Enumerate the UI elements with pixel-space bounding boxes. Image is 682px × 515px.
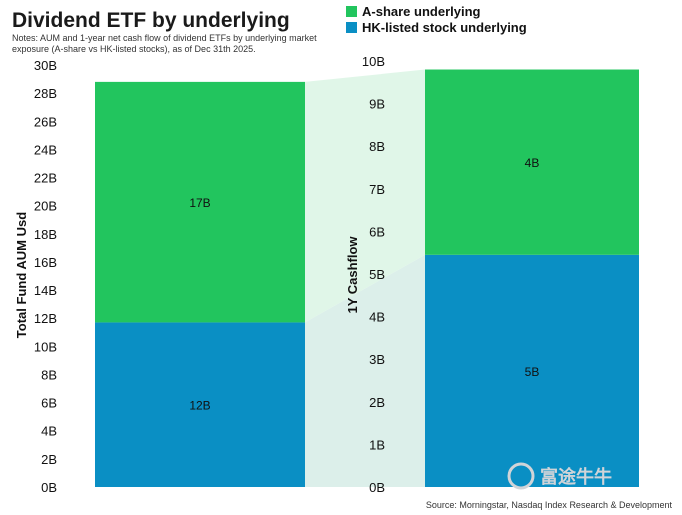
aum-y-tick-22b: 22B bbox=[34, 171, 57, 186]
cashflow-bar-a-share bbox=[425, 69, 639, 255]
aum-y-tick-30b: 30B bbox=[34, 58, 57, 73]
cashflow-y-tick-3b: 3B bbox=[369, 352, 385, 367]
source-note: Source: Morningstar, Nasdaq Index Resear… bbox=[426, 500, 673, 510]
cashflow-y-tick-5b: 5B bbox=[369, 267, 385, 282]
aum-y-tick-2b: 2B bbox=[41, 452, 57, 467]
aum-chart: 0B 2B 4B 6B 8B 10B 12B 14B 16B 18B 20B 22B 24B 26B 28B… bbox=[14, 58, 305, 495]
aum-y-tick-0b: 0B bbox=[41, 480, 57, 495]
legend: A-share underlying HK-listed stock under… bbox=[346, 4, 527, 35]
watermark: 富途牛牛 bbox=[507, 462, 612, 490]
aum-bar-hk-listed bbox=[95, 322, 305, 487]
legend-label-hk-listed: HK-listed stock underlying bbox=[362, 20, 527, 35]
aum-y-tick-28b: 28B bbox=[34, 86, 57, 101]
cashflow-y-tick-8b: 8B bbox=[369, 139, 385, 154]
aum-y-axis-ticks: 0B 2B 4B 6B 8B 10B 12B 14B 16B 18B 20B 22B 24B 26B 28B… bbox=[34, 58, 57, 495]
connector-band-hk-listed bbox=[305, 254, 425, 487]
cashflow-bar-a-share-label: 4B bbox=[525, 156, 540, 170]
cashflow-y-axis-label: 1Y Cashflow bbox=[345, 236, 360, 314]
watermark-logo-icon bbox=[507, 462, 535, 490]
aum-y-tick-24b: 24B bbox=[34, 142, 57, 157]
chart-title: Dividend ETF by underlying bbox=[12, 9, 290, 32]
cashflow-y-tick-7b: 7B bbox=[369, 182, 385, 197]
watermark-text: 富途牛牛 bbox=[540, 466, 612, 487]
cashflow-bar-hk-listed-label: 5B bbox=[525, 365, 540, 379]
cashflow-y-tick-9b: 9B bbox=[369, 97, 385, 112]
aum-y-tick-6b: 6B bbox=[41, 396, 57, 411]
aum-y-tick-10b: 10B bbox=[34, 339, 57, 354]
aum-bar-a-share bbox=[95, 81, 305, 323]
cashflow-y-tick-4b: 4B bbox=[369, 310, 385, 325]
cashflow-y-tick-6b: 6B bbox=[369, 224, 385, 239]
aum-bar-hk-listed-label: 12B bbox=[189, 399, 210, 413]
aum-y-tick-4b: 4B bbox=[41, 424, 57, 439]
legend-label-a-share: A-share underlying bbox=[362, 4, 481, 19]
cashflow-y-tick-2b: 2B bbox=[369, 395, 385, 410]
aum-y-tick-16b: 16B bbox=[34, 255, 57, 270]
cashflow-bars: 5B 4B bbox=[425, 69, 639, 487]
cashflow-y-tick-10b: 10B bbox=[362, 54, 385, 69]
chart-notes-line-1: Notes: AUM and 1-year net cash flow of d… bbox=[12, 33, 317, 43]
aum-y-tick-20b: 20B bbox=[34, 199, 57, 214]
legend-swatch-a-share bbox=[346, 6, 357, 17]
connector-band-a-share bbox=[305, 69, 425, 323]
aum-y-tick-14b: 14B bbox=[34, 283, 57, 298]
cashflow-chart: 0B 1B 2B 3B 4B 5B 6B 7B 8B 9B 10B 5B 4B 1Y Cashflow bbox=[345, 54, 639, 495]
aum-y-tick-12b: 12B bbox=[34, 311, 57, 326]
cashflow-y-tick-1b: 1B bbox=[369, 437, 385, 452]
cashflow-y-tick-0b: 0B bbox=[369, 480, 385, 495]
aum-bars: 12B 17B bbox=[95, 81, 305, 487]
connector-bands bbox=[305, 69, 425, 487]
legend-swatch-hk-listed bbox=[346, 22, 357, 33]
cashflow-bar-hk-listed bbox=[425, 254, 639, 487]
aum-bar-a-share-label: 17B bbox=[189, 196, 210, 210]
aum-y-tick-26b: 26B bbox=[34, 114, 57, 129]
aum-y-tick-18b: 18B bbox=[34, 227, 57, 242]
aum-y-tick-8b: 8B bbox=[41, 367, 57, 382]
aum-y-axis-label: Total Fund AUM Usd bbox=[14, 212, 29, 338]
chart-notes-line-2: exposure (A-share vs HK-listed stocks), … bbox=[12, 44, 256, 54]
cashflow-y-axis-ticks: 0B 1B 2B 3B 4B 5B 6B 7B 8B 9B 10B bbox=[362, 54, 385, 495]
